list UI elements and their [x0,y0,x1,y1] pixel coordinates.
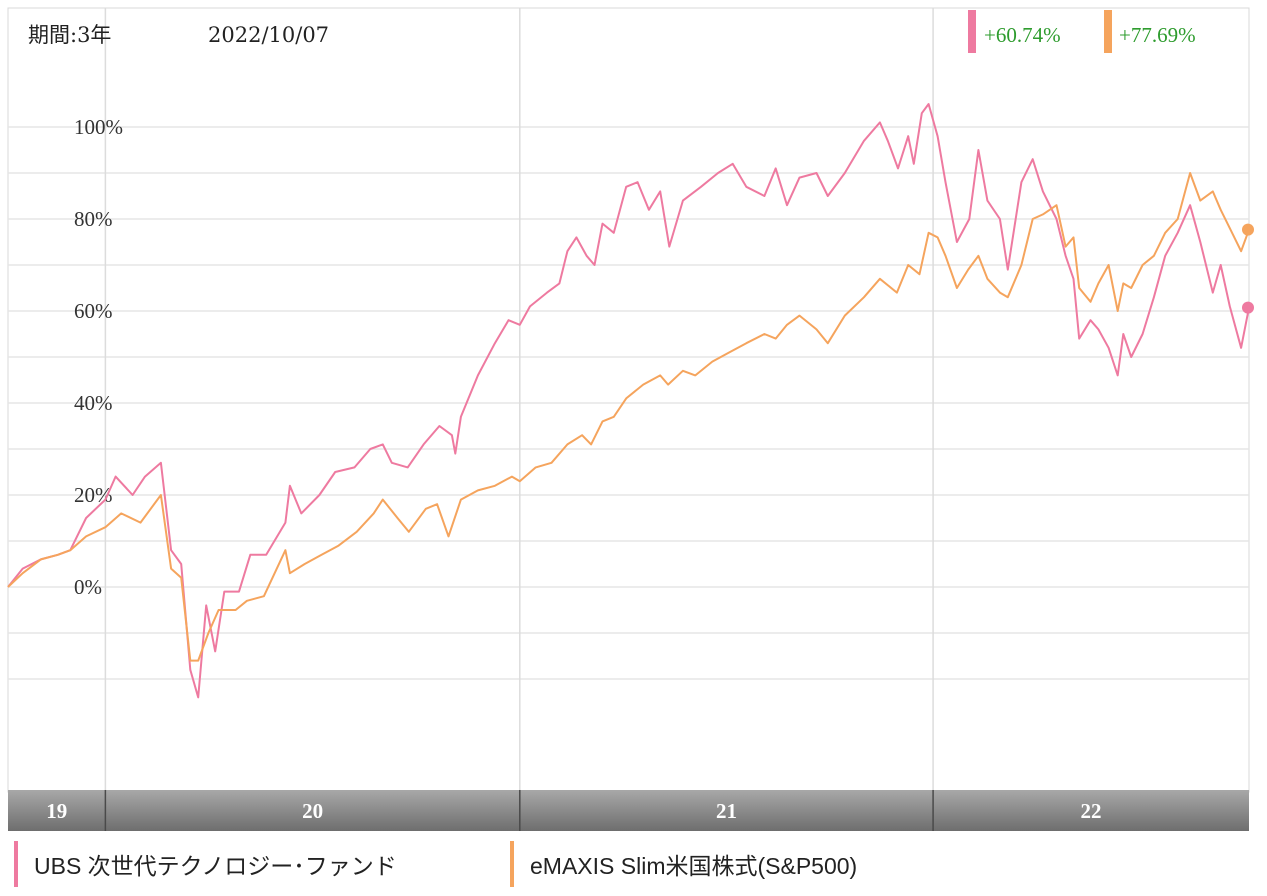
line-chart: 0% 20% 40% 60% 80% 100% 19 20 21 22 期間:3年 2022/1… [7,7,1254,831]
legend-swatch-ubs [14,841,18,887]
performance-swatch-ubs [968,10,976,53]
end-marker-emaxis [1242,223,1254,236]
x-band-label-19: 19 [46,799,67,823]
plot-border [7,7,1250,793]
y-tick-label: 40% [74,391,113,415]
y-axis-ticks: 0% 20% 40% 60% 80% 100% [74,115,123,599]
y-tick-label: 80% [74,207,113,231]
end-marker-ubs [1242,301,1254,314]
x-band-background [8,790,1249,831]
x-band-label-22: 22 [1081,799,1102,823]
y-tick-label: 0% [74,575,102,599]
y-tick-label: 100% [74,115,123,139]
x-axis-band[interactable]: 19 20 21 22 [8,790,1249,831]
legend: UBS 次世代テクノロジー･ファンド eMAXIS Slim米国株式(S&P50… [0,838,1267,890]
legend-swatch-emaxis [510,841,514,887]
gridlines [8,8,1249,790]
period-label: 期間:3年 [28,23,111,47]
legend-item-ubs[interactable]: UBS 次世代テクノロジー･ファンド [14,838,397,890]
date-label: 2022/10/07 [208,23,329,47]
y-tick-label: 20% [74,483,113,507]
series-line-emaxis [7,172,1250,662]
legend-label-ubs: UBS 次世代テクノロジー･ファンド [34,853,397,879]
series-line-ubs [7,103,1250,699]
performance-swatch-emaxis [1104,10,1112,53]
performance-value-emaxis: +77.69% [1119,23,1196,47]
y-tick-label: 60% [74,299,113,323]
series-lines [7,103,1254,699]
performance-value-ubs: +60.74% [984,23,1061,47]
x-band-label-21: 21 [716,799,737,823]
legend-item-emaxis[interactable]: eMAXIS Slim米国株式(S&P500) [510,838,857,890]
x-band-label-20: 20 [302,799,323,823]
legend-label-emaxis: eMAXIS Slim米国株式(S&P500) [530,853,858,879]
